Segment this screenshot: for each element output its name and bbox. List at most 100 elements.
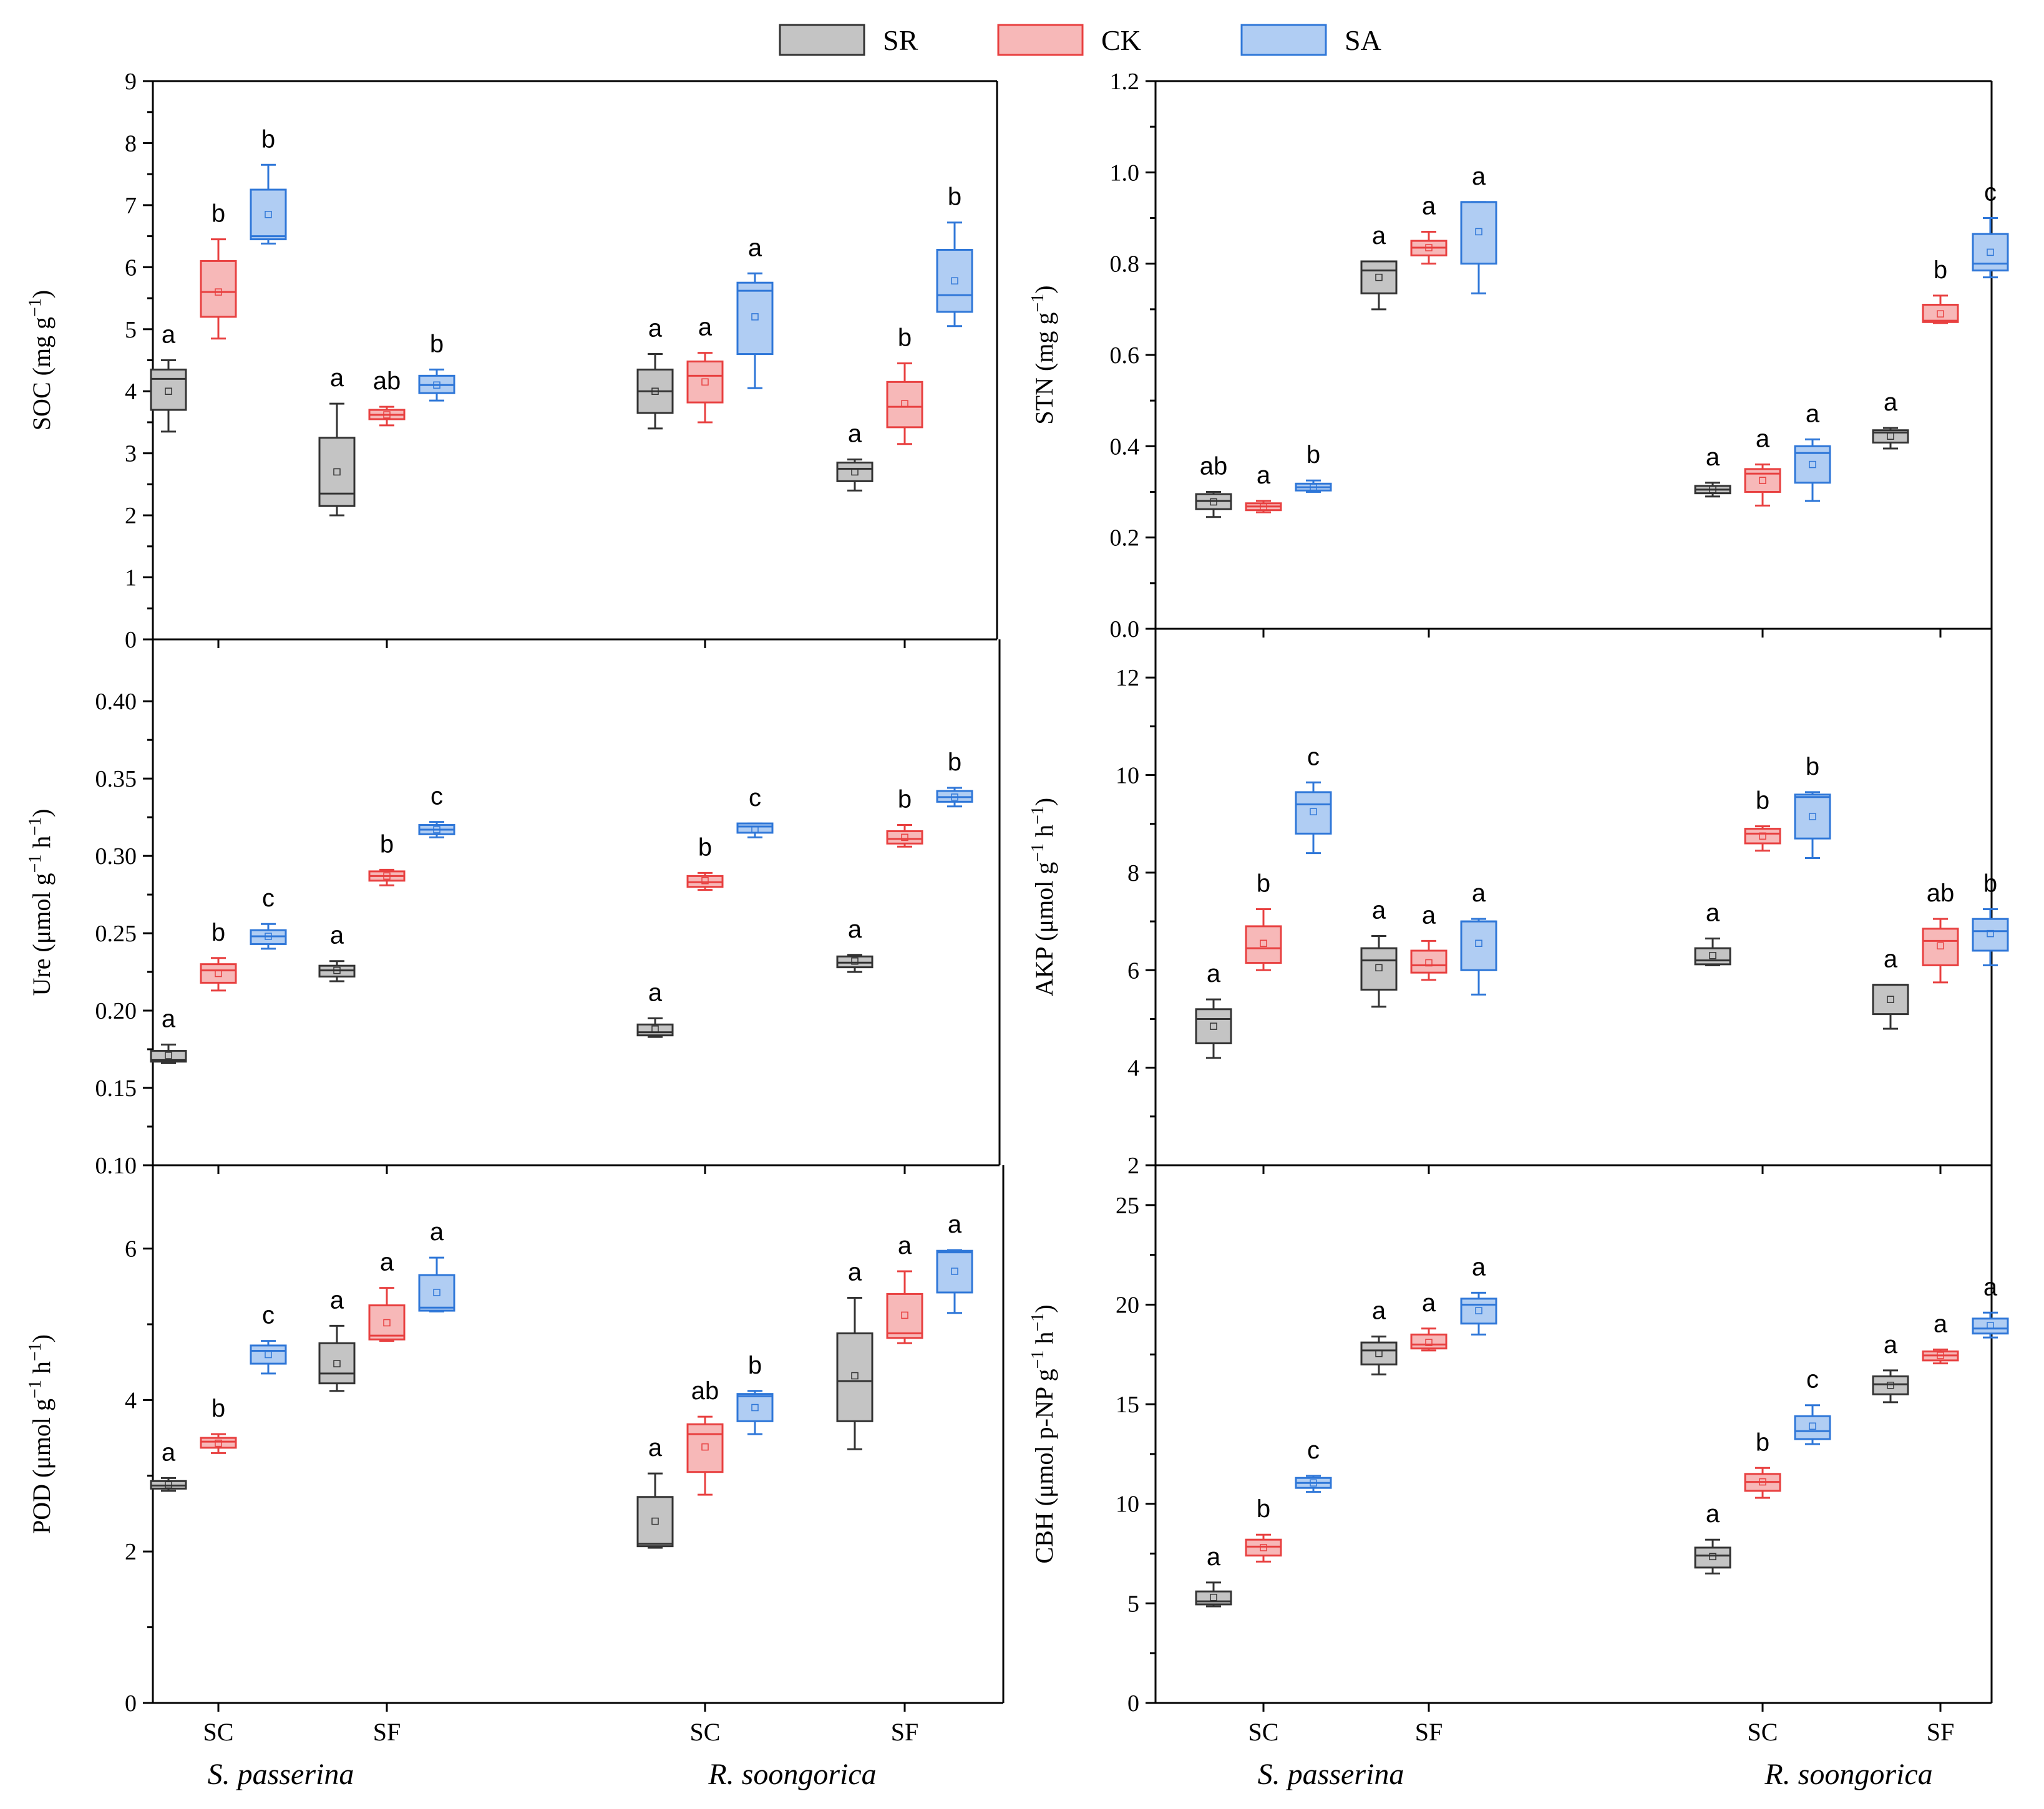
box-stn-spasserina-sf-sr: a (1360, 222, 1398, 311)
box-pod-spasserina-sf-sr: a (318, 1286, 356, 1392)
y-tick-label: 15 (1116, 1392, 1139, 1418)
significance-letter: b (1257, 1495, 1270, 1523)
y-tick-label: 0.4 (1110, 434, 1140, 460)
significance-letter: b (1806, 753, 1819, 780)
box-body (1195, 1590, 1232, 1606)
mean-marker (165, 1481, 172, 1489)
y-axis-label-main: CBH (μmol p-NP g (1030, 1369, 1058, 1563)
box-akp-spasserina-sc-sa: c (1295, 743, 1332, 855)
mean-marker (1987, 929, 1994, 938)
legend: SR CK SA (779, 24, 1381, 56)
box-ure-spasserina-sf-ck: b (368, 830, 406, 886)
box-body (1922, 304, 1959, 323)
significance-letter: ab (1200, 453, 1228, 480)
significance-letter: a (1372, 222, 1386, 250)
y-tick-label: 2 (125, 1539, 137, 1565)
mean-marker (265, 211, 272, 218)
box-body (1744, 828, 1781, 845)
significance-letter: b (1756, 1428, 1769, 1456)
significance-letter: b (898, 324, 912, 351)
box-akp-rsoongorica-sc-ck: b (1744, 787, 1781, 852)
mean-marker (1759, 832, 1766, 840)
box-body (886, 381, 923, 429)
box-stn-rsoongorica-sf-sa: c (1972, 179, 2009, 279)
box-pod-rsoongorica-sc-ck: ab (686, 1377, 724, 1496)
significance-letter: b (898, 786, 912, 813)
significance-letter: a (380, 1249, 394, 1276)
significance-letter: b (380, 830, 394, 858)
box-body (836, 462, 874, 482)
box-stn-rsoongorica-sc-ck: a (1744, 425, 1781, 507)
x-tick-label: SF (891, 1718, 919, 1746)
box-cbh-rsoongorica-sc-sa: c (1794, 1366, 1831, 1445)
box-body (1694, 1546, 1731, 1569)
species-label-spasserina: S. passerina (208, 1758, 354, 1791)
mean-marker (1475, 939, 1482, 948)
y-tick-label: 5 (1127, 1591, 1139, 1617)
box-stn-spasserina-sf-sa: a (1460, 163, 1497, 294)
box-soc-rsoongorica-sf-ck: b (886, 324, 923, 445)
significance-letter: c (1984, 179, 1997, 206)
mean-marker (383, 872, 391, 880)
box-body (1872, 984, 1909, 1016)
y-tick-label: 3 (125, 441, 137, 467)
box-body (886, 1292, 923, 1339)
box-pod-spasserina-sc-sr: a (150, 1438, 187, 1492)
mean-marker (1425, 959, 1433, 967)
significance-letter: a (1806, 400, 1820, 427)
y-tick-label: 0.0 (1110, 616, 1140, 643)
box-cbh-spasserina-sf-sa: a (1460, 1253, 1497, 1336)
box-stn-spasserina-sc-sr: ab (1195, 453, 1232, 518)
significance-letter: b (1756, 787, 1769, 815)
y-axis-label: POD (μmol g−1 h−1) (26, 1334, 56, 1534)
mean-marker (1310, 1479, 1317, 1486)
box-ure-rsoongorica-sc-ck: b (686, 833, 724, 891)
y-tick-label: 12 (1116, 665, 1139, 691)
mean-marker (1937, 1352, 1944, 1359)
y-axis-label-tail: ) (27, 809, 56, 817)
significance-letter: a (1257, 462, 1271, 489)
y-tick-label: 1.0 (1110, 160, 1140, 186)
box-cbh-spasserina-sf-sr: a (1360, 1297, 1398, 1375)
y-axis-label: SOC (mg g−1) (26, 290, 56, 430)
box-soc-spasserina-sf-sa: b (418, 330, 455, 402)
box-body (1245, 925, 1282, 964)
mean-marker (215, 288, 222, 296)
significance-letter: a (162, 1438, 176, 1466)
mean-marker (651, 1517, 659, 1525)
box-pod-rsoongorica-sf-ck: a (886, 1232, 923, 1344)
mean-marker (651, 387, 659, 395)
significance-letter: ab (373, 367, 401, 395)
mean-marker (851, 1372, 859, 1380)
significance-letter: a (848, 1258, 862, 1286)
mean-marker (383, 1319, 391, 1327)
box-body (250, 1344, 287, 1365)
significance-letter: a (748, 234, 762, 261)
mean-marker (1759, 1478, 1766, 1486)
box-body (1460, 1297, 1497, 1325)
legend-swatch-sr (779, 24, 865, 56)
y-tick-label: 4 (125, 1387, 137, 1414)
mean-marker (215, 969, 222, 977)
box-stn-spasserina-sf-ck: a (1410, 192, 1448, 265)
y-tick-label: 0.40 (95, 689, 137, 715)
mean-marker (1260, 1544, 1267, 1551)
y-tick-label: 0 (1127, 1690, 1139, 1717)
significance-letter: c (1307, 743, 1320, 770)
y-axis-label: STN (mg g−1) (1028, 285, 1059, 424)
y-tick-label: 10 (1116, 763, 1139, 789)
box-soc-spasserina-sf-sr: a (318, 364, 356, 517)
mean-marker (651, 1026, 659, 1033)
mean-marker (1210, 1594, 1217, 1601)
box-soc-rsoongorica-sc-sa: a (736, 234, 774, 389)
y-axis-label: CBH (μmol p-NP g−1 h−1) (1028, 1304, 1059, 1563)
mean-marker (1210, 498, 1217, 506)
box-body (1922, 928, 1959, 966)
legend-swatch-ck (997, 24, 1084, 56)
box-pod-rsoongorica-sf-sa: a (936, 1211, 973, 1314)
box-akp-spasserina-sc-sr: a (1195, 960, 1232, 1059)
mean-marker (751, 1404, 759, 1412)
significance-letter: b (430, 330, 444, 357)
